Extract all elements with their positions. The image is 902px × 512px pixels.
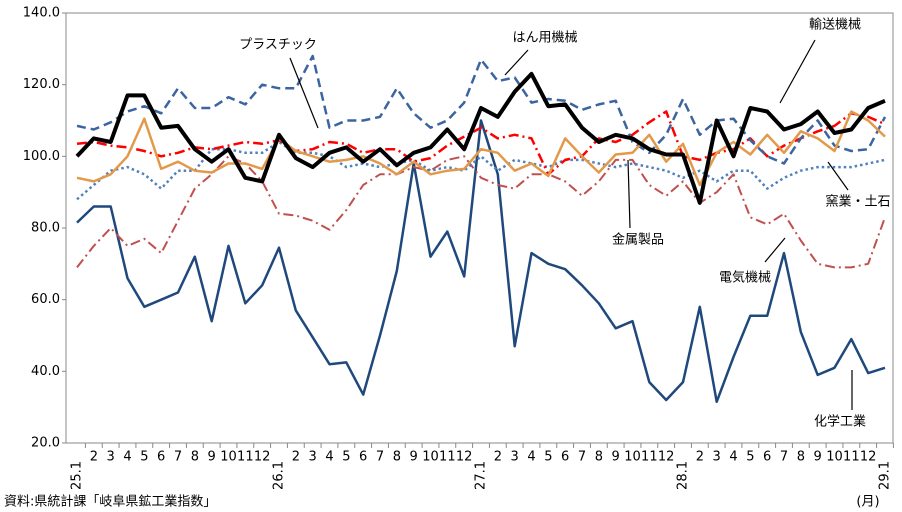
series-annotation: 輸送機械	[809, 18, 861, 33]
x-tick-label: 5	[544, 450, 552, 465]
x-tick-label: 11	[439, 450, 456, 465]
y-tick-label: 120.0	[23, 77, 60, 92]
annotation-leader	[627, 159, 631, 229]
y-tick-label: 140.0	[23, 6, 60, 21]
x-tick-label: 28.1	[676, 461, 691, 490]
annotation-leader	[779, 39, 816, 104]
x-tick-label: 9	[208, 450, 216, 465]
x-tick-label: 29.1	[878, 461, 893, 490]
x-tick-label: 8	[797, 450, 805, 465]
x-unit: (月)	[856, 495, 879, 510]
x-tick-label: 3	[713, 450, 721, 465]
annotation-background	[716, 268, 774, 287]
annotation-leader	[827, 161, 849, 191]
x-tick-label: 7	[578, 450, 586, 465]
plot-frame	[65, 12, 894, 444]
x-tick-label: 7	[780, 450, 788, 465]
x-tick-label: 9	[814, 450, 822, 465]
series-line	[75, 71, 886, 205]
annotation-leader	[504, 49, 529, 76]
annotation-background	[811, 412, 869, 431]
x-tick-label: 8	[393, 450, 401, 465]
x-tick-label: 8	[191, 450, 199, 465]
x-tick-label: 2	[696, 450, 704, 465]
x-tick-label: 3	[107, 450, 115, 465]
y-tick-label: 80.0	[31, 221, 60, 236]
x-tick-label: 26.1	[272, 461, 287, 490]
y-tick-label: 40.0	[31, 364, 60, 379]
series-annotation: 窯業・土石	[825, 194, 890, 210]
annotation-leader	[289, 57, 319, 129]
annotation-background	[510, 29, 580, 47]
series-line	[76, 110, 886, 187]
series-annotation: プラスチック	[239, 38, 317, 53]
x-tick-label: 6	[359, 450, 367, 465]
x-tick-label: 10	[624, 450, 641, 465]
series-line	[76, 54, 887, 165]
x-tick-label: 11	[843, 450, 860, 465]
x-tick-label: 6	[157, 450, 165, 465]
x-tick-label: 7	[174, 450, 182, 465]
series-annotation: はん用機械	[512, 31, 577, 46]
x-tick-label: 11	[641, 450, 658, 465]
x-tick-label: 5	[342, 450, 350, 465]
x-tick-label: 9	[612, 450, 620, 465]
series-annotation: 金属製品	[612, 232, 664, 248]
x-tick-label: 6	[561, 450, 569, 465]
x-tick-label: 3	[309, 450, 317, 465]
y-tick-label: 100.0	[23, 149, 60, 164]
x-tick-label: 12	[456, 450, 473, 465]
x-tick-label: 2	[90, 450, 98, 465]
x-tick-label: 27.1	[474, 461, 489, 490]
x-tick-label: 12	[254, 450, 271, 465]
annotation-background	[806, 16, 864, 34]
x-tick-label: 4	[527, 450, 535, 465]
annotation-leader	[764, 237, 786, 263]
series-line	[76, 119, 886, 404]
y-tick-label: 20.0	[31, 436, 60, 451]
x-tick-label: 9	[410, 450, 418, 465]
x-tick-label: 12	[658, 450, 675, 465]
x-tick-label: 11	[237, 450, 254, 465]
x-tick-label: 25.1	[70, 461, 85, 490]
x-tick-label: 8	[595, 450, 603, 465]
x-tick-label: 2	[292, 450, 300, 465]
x-tick-label: 4	[123, 450, 131, 465]
source-note: 資料:県統計課「岐阜県鉱工業指数」	[4, 494, 216, 510]
x-tick-label: 10	[826, 450, 843, 465]
x-tick-label: 5	[140, 450, 148, 465]
series-annotation: 電気機械	[719, 270, 771, 286]
series-line	[76, 155, 886, 269]
x-tick-label: 6	[763, 450, 771, 465]
x-tick-label: 10	[220, 450, 237, 465]
x-tick-label: 2	[494, 450, 502, 465]
annotation-background	[237, 36, 319, 54]
y-tick-label: 60.0	[31, 292, 60, 307]
series-annotation: 化学工業	[814, 414, 866, 430]
x-tick-label: 3	[511, 450, 519, 465]
x-tick-label: 4	[729, 450, 737, 465]
x-tick-label: 7	[376, 450, 384, 465]
annotation-background	[609, 230, 667, 249]
annotation-background	[823, 192, 893, 211]
x-tick-label: 4	[325, 450, 333, 465]
x-tick-label: 5	[746, 450, 754, 465]
x-tick-label: 12	[860, 450, 877, 465]
x-tick-label: 10	[422, 450, 439, 465]
